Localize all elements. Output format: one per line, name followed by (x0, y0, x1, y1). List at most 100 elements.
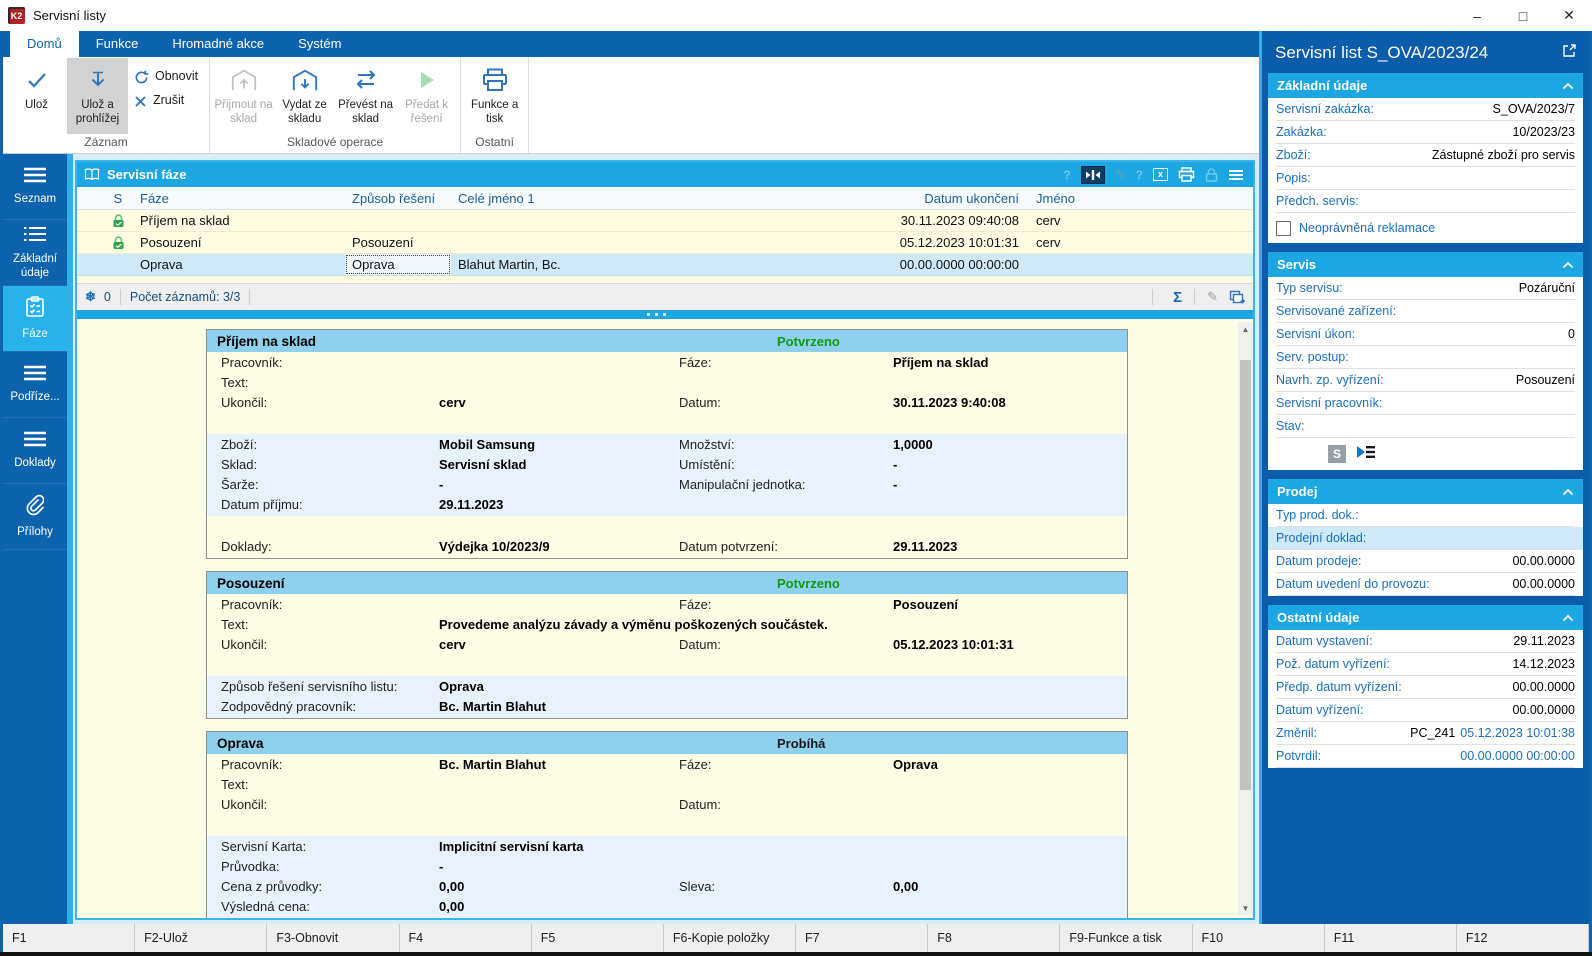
inspector-field-value[interactable]: 00.00.0000 (1512, 577, 1575, 591)
sum-sigma-icon[interactable]: Σ (1173, 288, 1183, 306)
save-and-view-button[interactable]: Ulož a prohlížej (67, 58, 128, 134)
inspector-card-header[interactable]: Servis (1268, 252, 1583, 277)
table-cell-jmeno1[interactable] (451, 232, 879, 253)
sidebar-item[interactable]: Seznam (3, 154, 67, 220)
fkey-cell[interactable]: F8 (928, 924, 1061, 952)
table-cell-jmeno[interactable]: cerv (1036, 213, 1061, 228)
inspector-field-value[interactable]: Zástupné zboží pro servis (1431, 148, 1575, 162)
horizontal-splitter[interactable] (77, 310, 1253, 319)
fkey-cell[interactable]: F11 (1325, 924, 1457, 952)
table-cell-zpusob[interactable]: Posouzení (352, 235, 414, 250)
ribbon-tab[interactable]: Systém (298, 36, 342, 51)
table-cell-faze[interactable]: Posouzení (140, 235, 202, 250)
scroll-up-icon[interactable]: ▲ (1241, 324, 1250, 334)
inspector-field-value[interactable]: Posouzení (1515, 373, 1575, 387)
help-icon[interactable]: ? (1135, 167, 1143, 182)
inspector-field-value[interactable]: 00.00.0000 (1512, 680, 1575, 694)
scrollbar-thumb[interactable] (1240, 360, 1251, 790)
maximize-button[interactable]: □ (1518, 7, 1528, 24)
column-split-icon[interactable] (1080, 165, 1105, 184)
table-cell-datum[interactable]: 30.11.2023 09:40:08 (900, 213, 1019, 228)
column-header[interactable]: Fáze (140, 190, 169, 206)
table-cell-jmeno[interactable] (1029, 254, 1253, 275)
inspector-card-header[interactable]: Ostatní údaje (1268, 605, 1583, 630)
table-cell-jmeno[interactable]: cerv (1036, 235, 1061, 250)
inspector-field-value-secondary[interactable]: 00.00.0000 00:00:00 (1460, 749, 1575, 763)
cancel-button[interactable]: Zrušit (128, 89, 206, 113)
external-link-icon[interactable] (1562, 43, 1577, 63)
workflow-icon[interactable] (1355, 444, 1377, 465)
fkey-cell[interactable]: F10 (1193, 924, 1325, 952)
chevron-up-icon[interactable] (1562, 261, 1574, 269)
edit-pencil-icon[interactable]: ✎ (1114, 166, 1126, 182)
table-cell-faze[interactable]: Oprava (140, 257, 183, 272)
menu-icon[interactable] (1228, 169, 1244, 181)
column-header[interactable]: Celé jméno 1 (458, 190, 535, 206)
chevron-up-icon[interactable] (1562, 488, 1574, 496)
fkey-cell[interactable]: F9-Funkce a tisk (1060, 924, 1193, 952)
table-cell-datum[interactable]: 00.00.0000 00:00:00 (899, 257, 1019, 272)
snowflake-icon[interactable]: ❄ (85, 289, 96, 304)
receive-to-stock-button[interactable]: Přijmout na sklad (213, 58, 274, 134)
sidebar-item[interactable]: Fáze (3, 286, 67, 352)
s-badge-icon[interactable]: S (1328, 445, 1346, 463)
table-row[interactable]: Oprava Oprava Blahut Martin, Bc. 00.00.0000… (77, 254, 1253, 276)
inspector-field-value[interactable]: 14.12.2023 (1512, 657, 1575, 671)
vertical-scrollbar[interactable]: ▲ ▼ (1238, 322, 1253, 915)
issue-from-stock-button[interactable]: Vydat ze skladu (274, 58, 335, 134)
inspector-field-value-secondary[interactable]: 05.12.2023 10:01:38 (1460, 726, 1575, 740)
checkbox[interactable] (1276, 220, 1291, 236)
inspector-field-value[interactable]: 00.00.0000 (1512, 554, 1575, 568)
ribbon-tab[interactable]: Hromadné akce (172, 36, 265, 51)
scroll-down-icon[interactable]: ▼ (1241, 903, 1250, 913)
column-header[interactable]: Způsob řešení (352, 190, 436, 206)
close-button[interactable]: ✕ (1563, 7, 1575, 23)
lock-icon[interactable] (1205, 167, 1218, 182)
fkey-cell[interactable]: F6-Kopie položky (664, 924, 797, 952)
fkey-cell[interactable]: F4 (400, 924, 532, 952)
help-icon[interactable]: ? (1063, 167, 1071, 182)
chevron-up-icon[interactable] (1562, 82, 1574, 90)
inspector-field-value[interactable]: Pozáruční (1518, 281, 1575, 295)
fkey-cell[interactable]: F1 (3, 924, 136, 952)
table-cell-datum[interactable]: 05.12.2023 10:01:31 (899, 235, 1019, 250)
fkey-cell[interactable]: F7 (796, 924, 929, 952)
inspector-field-value[interactable]: S_OVA/2023/7 (1492, 102, 1575, 116)
ribbon-tab[interactable]: Funkce (95, 36, 139, 51)
ribbon-tab[interactable]: Domů (10, 31, 79, 57)
fkey-cell[interactable]: F2-Ulož (135, 924, 268, 952)
table-cell-jmeno1[interactable]: Blahut Martin, Bc. (458, 257, 561, 272)
column-header[interactable]: S (113, 190, 123, 206)
copy-add-icon[interactable] (1229, 290, 1246, 305)
save-button[interactable]: Ulož (6, 58, 67, 134)
inspector-field-value[interactable]: PC_241 (1410, 726, 1456, 740)
inspector-card-header[interactable]: Prodej (1268, 479, 1583, 504)
transfer-to-stock-button[interactable]: Převést na sklad (335, 58, 396, 134)
inspector-field-value[interactable]: 0 (1568, 327, 1575, 341)
sidebar-item[interactable]: Přílohy (3, 484, 67, 550)
sidebar-item[interactable]: Podříze... (3, 352, 67, 418)
print-icon[interactable] (1178, 167, 1195, 182)
table-cell-jmeno1[interactable] (451, 210, 879, 231)
fkey-cell[interactable]: F3-Obnovit (267, 924, 400, 952)
sidebar-item[interactable]: Základní údaje (3, 220, 67, 286)
column-header[interactable]: Datum ukončení (924, 190, 1019, 206)
inspector-field-value[interactable]: 10/2023/23 (1512, 125, 1575, 139)
column-header[interactable]: Jméno (1036, 190, 1076, 206)
inspector-field-value[interactable]: 00.00.0000 (1512, 703, 1575, 717)
sidebar-item[interactable]: Doklady (3, 418, 67, 484)
edit-pencil-icon[interactable]: ✎ (1207, 289, 1218, 304)
hand-over-button[interactable]: Předat k řešení (396, 58, 457, 134)
minimize-button[interactable]: – (1473, 7, 1481, 24)
table-cell-faze[interactable]: Příjem na sklad (140, 213, 230, 228)
excel-export-icon[interactable]: x (1153, 168, 1168, 181)
fkey-cell[interactable]: F5 (532, 924, 664, 952)
fkey-cell[interactable]: F12 (1457, 924, 1590, 952)
inspector-card-header[interactable]: Základní údaje (1268, 73, 1583, 98)
table-cell-zpusob[interactable]: Oprava (345, 254, 451, 275)
refresh-button[interactable]: Obnovit (128, 65, 206, 89)
functions-print-button[interactable]: Funkce a tisk (464, 58, 525, 134)
inspector-field-value[interactable]: 29.11.2023 (1513, 634, 1575, 648)
chevron-up-icon[interactable] (1562, 614, 1574, 622)
table-row[interactable]: Příjem na sklad 30.11.2023 09:40:08 cerv (77, 210, 1253, 232)
